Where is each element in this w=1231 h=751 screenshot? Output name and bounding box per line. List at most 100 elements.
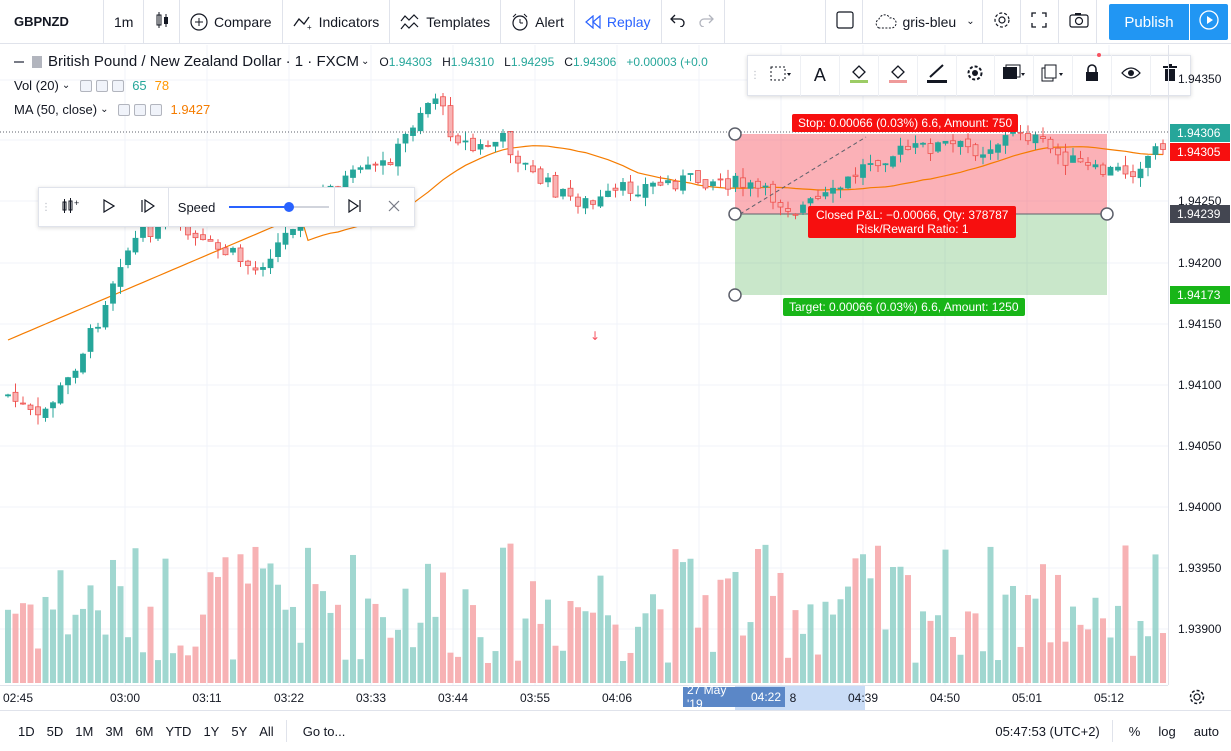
volume-bar bbox=[1010, 585, 1016, 683]
candle-body bbox=[57, 385, 64, 404]
gear-icon[interactable] bbox=[96, 80, 109, 92]
clock[interactable]: 05:47:53 (UTC+2) bbox=[995, 723, 1100, 739]
publish-menu-button[interactable] bbox=[1190, 4, 1228, 40]
candle-body bbox=[822, 192, 829, 197]
range-6m[interactable]: 6M bbox=[135, 723, 154, 739]
eye-icon[interactable] bbox=[80, 80, 93, 92]
goto-button[interactable]: Go to... bbox=[302, 723, 346, 739]
volume-bars bbox=[5, 543, 1166, 683]
volume-bar bbox=[372, 603, 379, 683]
chevron-down-icon[interactable]: ⌄ bbox=[61, 80, 71, 91]
volume-bar bbox=[1077, 624, 1084, 683]
trade-path-line bbox=[739, 136, 867, 215]
candle-body bbox=[1047, 138, 1054, 150]
target-label[interactable]: Target: 0.00066 (0.03%) 6.6, Amount: 125… bbox=[783, 298, 1025, 316]
chevron-down-icon[interactable]: ⌄ bbox=[100, 104, 109, 115]
volume-bar bbox=[515, 660, 521, 683]
stop-label[interactable]: Stop: 0.00066 (0.03%) 6.6, Amount: 750 bbox=[792, 114, 1019, 132]
hide-button[interactable] bbox=[1112, 55, 1152, 96]
alert-button[interactable]: Alert bbox=[501, 0, 575, 44]
templates-button[interactable]: Templates bbox=[390, 0, 502, 44]
speed-slider-knob[interactable] bbox=[284, 202, 295, 212]
text-button[interactable]: A bbox=[801, 55, 840, 96]
lock-button[interactable] bbox=[1073, 55, 1113, 96]
fullscreen-layout-button[interactable] bbox=[824, 0, 863, 44]
volume-bar bbox=[65, 634, 71, 683]
fullscreen-button[interactable] bbox=[1021, 0, 1059, 44]
candle-body bbox=[582, 198, 589, 209]
indicators-button[interactable]: + Indicators bbox=[283, 0, 391, 44]
time-tick: 03:33 bbox=[355, 691, 387, 705]
range-all[interactable]: All bbox=[259, 723, 274, 739]
candle-body bbox=[815, 195, 821, 199]
range-3m[interactable]: 3M bbox=[105, 723, 124, 739]
range-1m[interactable]: 1M bbox=[75, 723, 94, 739]
candle-body bbox=[807, 198, 814, 204]
speed-slider[interactable] bbox=[225, 187, 335, 227]
remove-button[interactable] bbox=[1151, 55, 1190, 96]
volume-bar bbox=[920, 611, 926, 683]
ma-label[interactable]: MA (50, close) bbox=[14, 102, 98, 117]
close-replay-button[interactable] bbox=[374, 187, 414, 227]
play-button[interactable] bbox=[89, 187, 129, 227]
volume-bar bbox=[725, 578, 731, 683]
background-color-button[interactable] bbox=[879, 55, 918, 96]
candle-body bbox=[882, 163, 889, 166]
volume-bar bbox=[837, 599, 844, 683]
range-1y[interactable]: 1Y bbox=[203, 723, 220, 739]
replay-button[interactable]: Replay bbox=[575, 0, 662, 44]
drag-handle[interactable]: ⋮ bbox=[749, 70, 760, 81]
volume-bar bbox=[672, 549, 679, 683]
visual-order-button[interactable] bbox=[995, 55, 1035, 96]
down-arrow-marker: ↓ bbox=[590, 329, 600, 343]
auto-toggle[interactable]: auto bbox=[1193, 723, 1219, 739]
settings-button[interactable] bbox=[983, 0, 1021, 44]
candle-body bbox=[785, 208, 791, 212]
candle-body bbox=[920, 142, 926, 145]
eye-icon[interactable] bbox=[118, 104, 131, 116]
ma-line bbox=[7, 145, 1164, 341]
candle-body bbox=[35, 406, 41, 416]
axis-settings-button[interactable] bbox=[1188, 688, 1206, 711]
closed-pnl-label[interactable]: Closed P&L: −0.00066, Qty: 378787 Risk/R… bbox=[808, 206, 1017, 238]
interval-button[interactable]: 1m bbox=[104, 0, 144, 44]
jump-to-realtime-button[interactable] bbox=[334, 187, 374, 227]
volume-bar bbox=[927, 620, 934, 683]
snapshot-button[interactable] bbox=[1059, 0, 1097, 44]
range-5d[interactable]: 5D bbox=[46, 723, 64, 739]
undo-button[interactable] bbox=[662, 0, 694, 44]
symbol-search[interactable]: GBPNZD bbox=[0, 0, 104, 44]
range-5y[interactable]: 5Y bbox=[231, 723, 248, 739]
select-bar-button[interactable]: + bbox=[53, 187, 89, 227]
series-title[interactable]: British Pound / New Zealand Dollar · 1 ·… bbox=[48, 53, 359, 70]
redo-button[interactable] bbox=[694, 0, 725, 44]
settings-button[interactable] bbox=[957, 55, 996, 96]
volume-bar bbox=[455, 656, 461, 683]
clone-button[interactable] bbox=[1034, 55, 1074, 96]
template-button[interactable] bbox=[762, 55, 801, 96]
step-forward-button[interactable] bbox=[129, 187, 169, 227]
volume-bar bbox=[20, 603, 26, 683]
redo-icon bbox=[698, 13, 714, 30]
close-icon[interactable] bbox=[112, 80, 125, 92]
line-color-button[interactable] bbox=[918, 55, 957, 96]
fill-color-button[interactable] bbox=[840, 55, 879, 96]
drag-handle[interactable]: ⋮ bbox=[40, 201, 51, 213]
theme-button[interactable]: gris-bleu ⌄ bbox=[863, 0, 983, 44]
percent-toggle[interactable]: % bbox=[1128, 723, 1141, 739]
chart-style-button[interactable] bbox=[144, 0, 180, 44]
collapse-icon[interactable] bbox=[14, 61, 24, 63]
range-1d[interactable]: 1D bbox=[18, 723, 35, 739]
price-chart[interactable]: ↓ bbox=[0, 45, 1168, 685]
volume-label[interactable]: Vol (20) bbox=[14, 78, 59, 93]
range-ytd[interactable]: YTD bbox=[165, 723, 192, 739]
log-toggle[interactable]: log bbox=[1158, 723, 1176, 739]
chevron-down-icon[interactable]: ⌄ bbox=[360, 56, 370, 67]
publish-button[interactable]: Publish bbox=[1109, 4, 1189, 40]
time-axis[interactable]: 27 May '19 04:22 bbox=[0, 683, 1168, 711]
close-icon[interactable] bbox=[150, 104, 163, 116]
gear-icon[interactable] bbox=[134, 104, 147, 116]
expand-icon bbox=[1030, 12, 1047, 31]
compare-button[interactable]: Compare bbox=[180, 0, 283, 44]
price-scale[interactable] bbox=[1097, 45, 1231, 685]
